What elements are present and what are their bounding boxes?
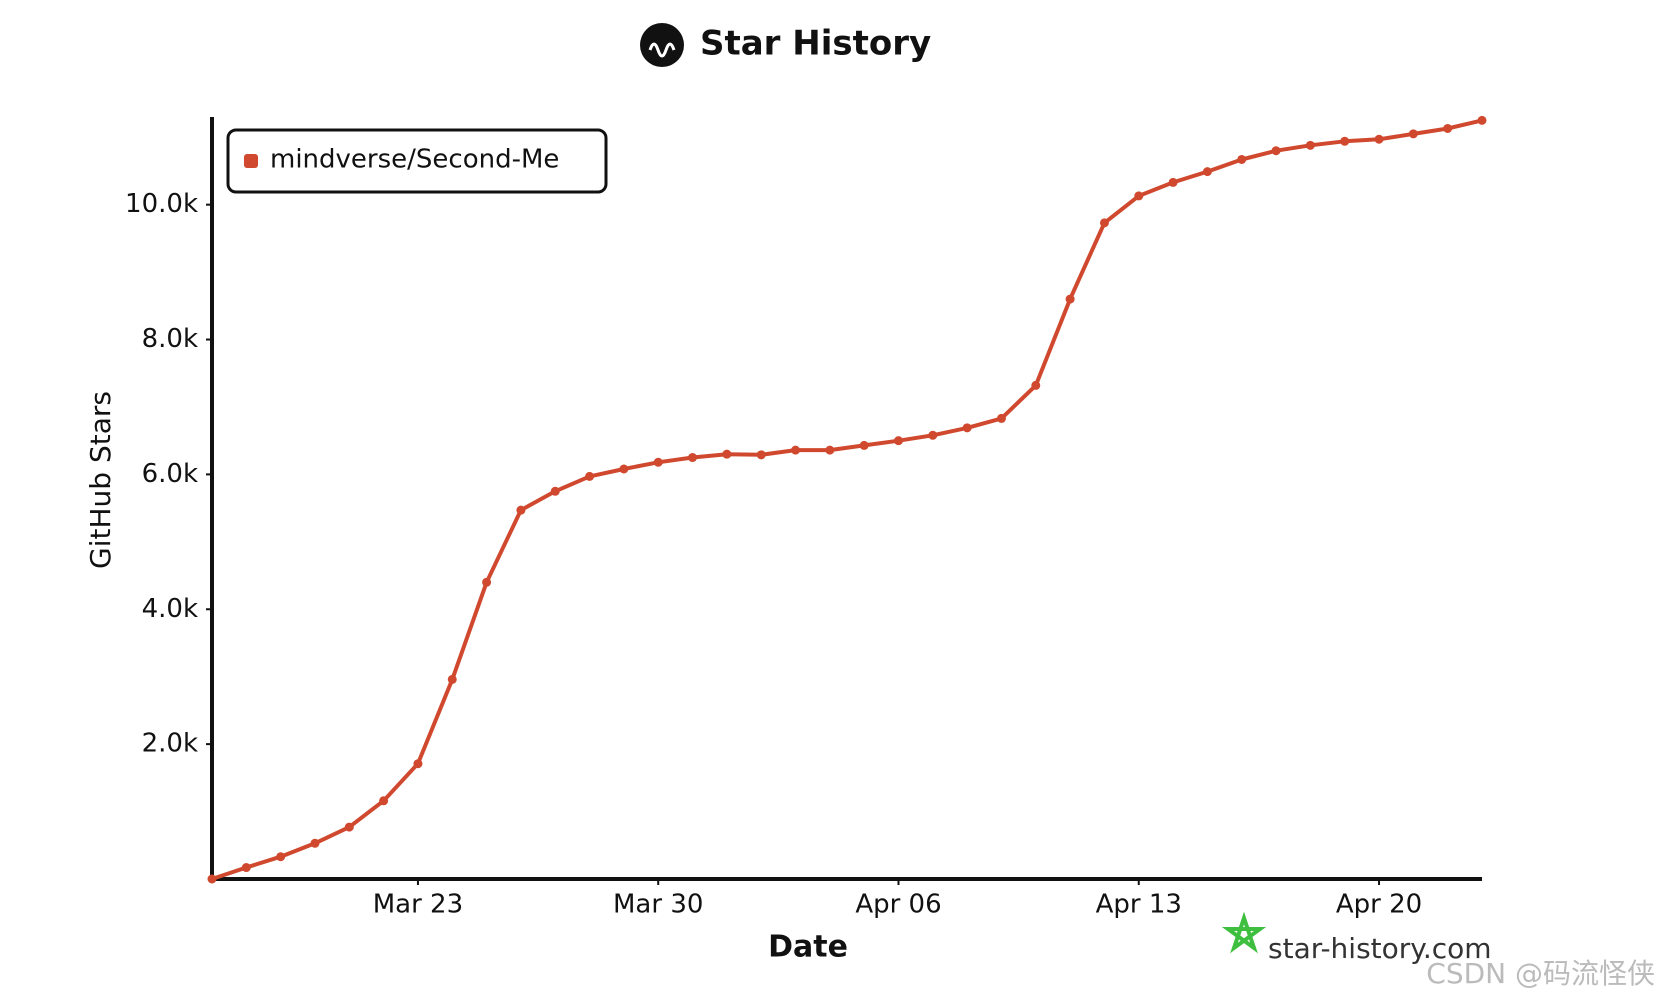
point	[447, 674, 457, 684]
point	[722, 449, 732, 459]
y-tick-label: 4.0k	[142, 594, 198, 624]
point	[653, 457, 663, 467]
point	[310, 838, 320, 848]
point	[791, 445, 801, 455]
point	[1271, 146, 1281, 156]
point	[482, 577, 492, 587]
y-axis-label: GitHub Stars	[84, 391, 117, 569]
point	[379, 796, 389, 806]
credit: star-history.com	[1268, 932, 1492, 965]
point	[756, 450, 766, 460]
y-tick-label: 6.0k	[142, 459, 198, 489]
point	[207, 874, 217, 884]
point	[344, 822, 354, 832]
point	[516, 505, 526, 515]
x-tick-label: Mar 30	[613, 890, 703, 920]
logo-wave	[648, 42, 676, 58]
x-axis-label: Date	[768, 930, 848, 965]
point	[1031, 380, 1041, 390]
y-tick-label: 10.0k	[125, 189, 198, 219]
credit-icon	[1221, 911, 1267, 954]
point	[1340, 136, 1350, 146]
x-tick-label: Apr 06	[855, 890, 941, 920]
point	[688, 453, 698, 463]
point	[1065, 294, 1075, 304]
point	[585, 471, 595, 481]
point	[996, 413, 1006, 423]
legend-box	[226, 128, 608, 194]
point	[1099, 218, 1109, 228]
series-line	[211, 118, 1483, 881]
y-tick-label: 2.0k	[142, 729, 198, 759]
point	[1237, 154, 1247, 164]
legend-swatch	[244, 154, 258, 168]
point	[928, 430, 938, 440]
point	[1305, 140, 1315, 150]
point	[825, 445, 835, 455]
point	[1374, 134, 1384, 144]
point	[550, 486, 560, 496]
point	[1408, 129, 1418, 139]
point	[1477, 115, 1487, 125]
watermark: CSDN @码流怪侠	[1426, 957, 1655, 990]
point	[859, 440, 869, 450]
legend-label: mindverse/Second-Me	[270, 145, 559, 175]
logo	[640, 23, 684, 67]
y-tick-label: 8.0k	[142, 324, 198, 354]
chart-title: Star History	[700, 24, 931, 64]
point	[619, 464, 629, 474]
point	[1202, 167, 1212, 177]
point	[276, 852, 286, 862]
point	[1443, 123, 1453, 133]
x-tick-label: Apr 20	[1336, 890, 1422, 920]
point	[962, 423, 972, 433]
x-tick-label: Apr 13	[1096, 890, 1182, 920]
point	[1168, 177, 1178, 187]
point	[413, 759, 423, 769]
point	[893, 436, 903, 446]
point	[241, 863, 251, 873]
x-tick-label: Mar 23	[373, 890, 463, 920]
point	[1134, 191, 1144, 201]
